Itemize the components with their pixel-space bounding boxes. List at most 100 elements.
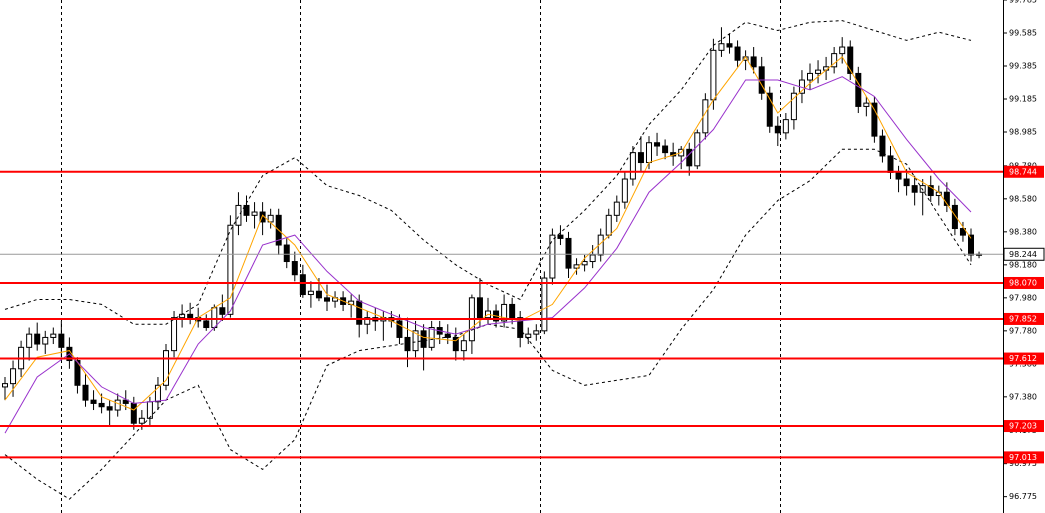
level-label-box	[1004, 276, 1044, 289]
candle-body	[114, 399, 121, 411]
candle-body	[831, 53, 838, 68]
candle-body	[750, 56, 757, 68]
candle-body	[42, 336, 49, 345]
y-tick-label: 97.780	[1009, 326, 1037, 335]
y-tick-label: 98.580	[1009, 194, 1037, 203]
candle-body	[227, 224, 234, 315]
y-tick-label: 99.785	[1009, 0, 1037, 5]
candle-body	[476, 297, 483, 319]
candle-body	[847, 46, 854, 74]
candle-body	[404, 336, 411, 352]
candle-body	[541, 277, 548, 332]
candle-body	[605, 214, 612, 236]
candle-body	[718, 43, 725, 51]
candle-body	[807, 72, 813, 81]
candle-body	[734, 46, 741, 61]
candle-body	[815, 69, 822, 74]
candle-body	[138, 417, 145, 424]
candle-body	[122, 399, 129, 404]
candle-body	[968, 234, 974, 256]
y-tick-label: 97.380	[1009, 392, 1037, 401]
candle-body	[154, 384, 161, 403]
candle-body	[420, 330, 427, 348]
period-separators	[61, 0, 781, 513]
candle-body	[927, 185, 934, 197]
candle-body	[10, 368, 17, 385]
candle-body	[565, 237, 572, 269]
level-label: 97.852	[1009, 314, 1037, 323]
level-label: 98.070	[1009, 278, 1037, 287]
candle-body	[412, 330, 419, 352]
candle-body	[662, 145, 669, 154]
y-tick-label: 99.185	[1009, 95, 1037, 104]
level-label: 97.203	[1009, 422, 1037, 431]
candle-body	[839, 46, 846, 55]
candle-body	[452, 336, 459, 352]
candle-body	[557, 234, 564, 239]
candle-body	[774, 125, 781, 134]
candle-body	[895, 171, 902, 180]
indicator-line	[4, 20, 972, 325]
candle-body	[581, 261, 588, 266]
candle-body	[654, 142, 661, 147]
candle-body	[307, 290, 314, 296]
candle-body	[106, 406, 113, 411]
candle-body	[74, 360, 81, 386]
candle-body	[50, 333, 57, 338]
indicator-line	[4, 76, 972, 434]
candle-body	[460, 340, 467, 352]
candle-body	[525, 333, 532, 338]
candle-body	[82, 384, 89, 401]
current-price-box	[1003, 247, 1045, 261]
candle-body	[863, 102, 870, 107]
candle-body	[637, 152, 644, 164]
candle-body	[533, 330, 540, 335]
candle-body	[58, 333, 65, 348]
candle-body	[163, 350, 169, 386]
level-label-box	[1004, 165, 1044, 178]
candle-body	[790, 92, 797, 121]
candle-body	[686, 148, 693, 167]
candle-body	[90, 399, 97, 404]
indicator-line	[4, 55, 972, 411]
level-label: 97.013	[1009, 453, 1037, 462]
candle-body	[219, 307, 226, 315]
candle-body	[187, 313, 194, 319]
y-tick-label: 99.385	[1009, 62, 1037, 71]
candle-body	[959, 228, 966, 236]
candle-body	[855, 72, 862, 107]
candle-body	[428, 327, 435, 348]
candle-body	[782, 119, 789, 134]
candle-body	[710, 49, 717, 101]
level-label: 98.744	[1009, 167, 1037, 176]
candle-body	[396, 320, 403, 338]
candle-body	[629, 152, 636, 180]
candle-body	[299, 274, 306, 296]
candle-body	[911, 185, 918, 193]
candle-body	[364, 317, 371, 325]
candle-body	[235, 204, 242, 226]
y-tick-label: 98.380	[1009, 227, 1037, 236]
candle-body	[2, 383, 8, 388]
candle-body	[98, 402, 105, 408]
candle-body	[517, 317, 524, 338]
candle-body	[621, 178, 628, 203]
candle-body	[903, 178, 910, 187]
candle-body	[589, 254, 596, 263]
y-tick-label: 97.980	[1009, 293, 1037, 302]
candle-body	[871, 102, 878, 137]
y-tick-label: 98.985	[1009, 128, 1037, 137]
level-label: 97.612	[1009, 354, 1037, 363]
level-label-box	[1004, 312, 1044, 325]
candle-body	[26, 333, 33, 348]
level-label-box	[1004, 420, 1044, 433]
candle-body	[243, 204, 250, 216]
candle-body	[694, 132, 701, 167]
candle-body	[879, 135, 886, 157]
candle-body	[324, 297, 330, 302]
level-label-box	[1004, 352, 1044, 365]
candle-body	[211, 307, 218, 329]
candle-body	[943, 191, 950, 206]
